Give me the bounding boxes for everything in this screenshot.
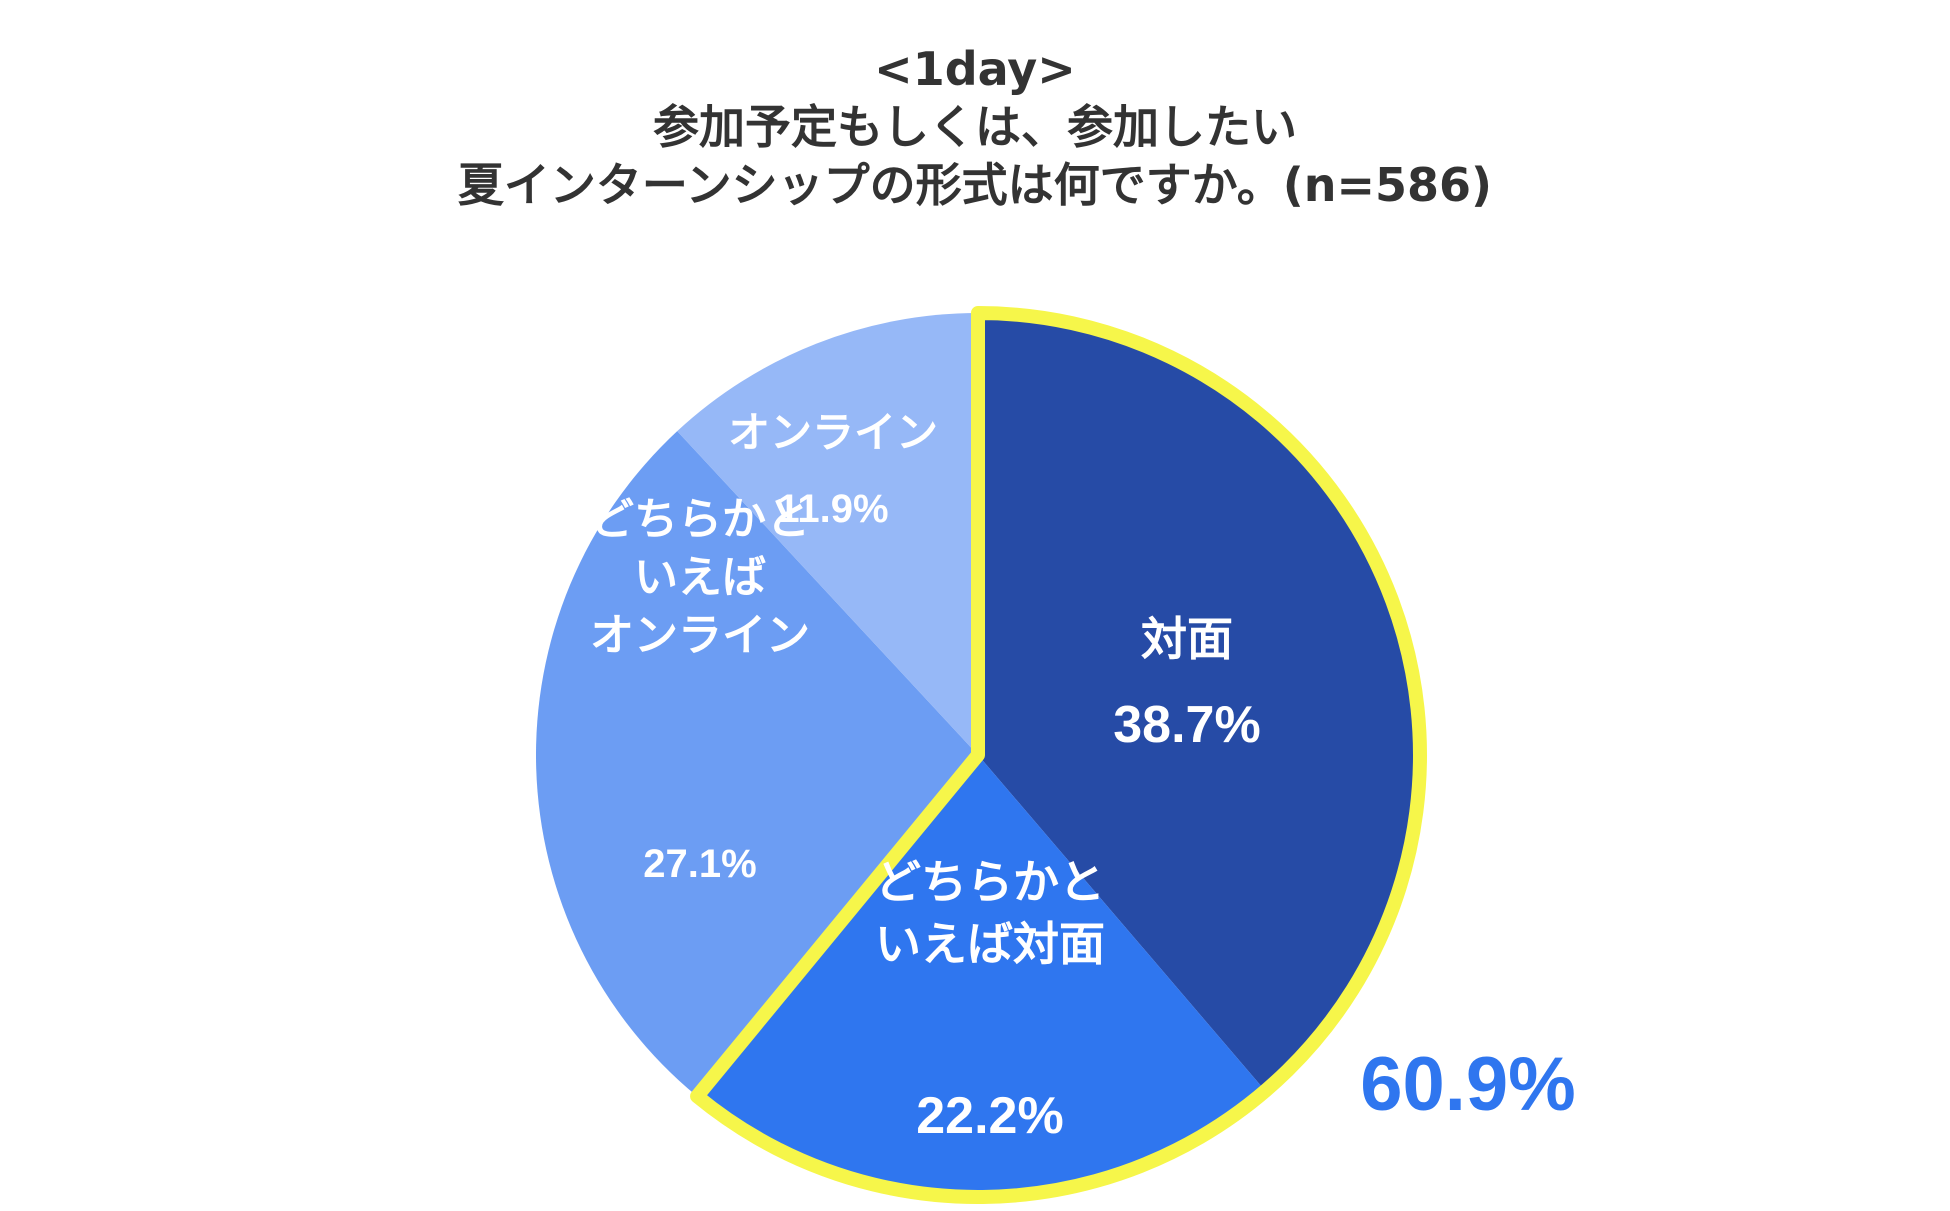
pie-slice-3 — [535, 431, 978, 1097]
chart-title: <1day> 参加予定もしくは、参加したい 夏インターンシップの形式は何ですか。… — [0, 40, 1950, 214]
chart-title-line1: <1day> — [874, 42, 1076, 96]
slice-label-1-line-1: 対面 — [1141, 612, 1233, 666]
pie-slice-2 — [697, 755, 1266, 1198]
chart-title-line2: 参加予定もしくは、参加したい — [653, 100, 1297, 154]
pie-slice-4 — [677, 313, 978, 755]
slice-label-group-1: 対面 38.7% — [1113, 612, 1260, 754]
slice-label-group-4: オンライン 11.9% — [728, 408, 938, 531]
slice-label-2-line-1: どちらかと — [875, 855, 1105, 909]
slice-label-2-line-2: いえば対面 — [875, 917, 1105, 971]
pie-slice-1 — [978, 313, 1421, 1091]
highlight-total: 60.9% — [1360, 1042, 1576, 1127]
highlight-outline — [690, 306, 1427, 1204]
slice-value-3: 27.1% — [643, 842, 756, 886]
slice-label-3-line-1: どちらかと — [590, 494, 810, 545]
slice-label-3-line-3: オンライン — [590, 610, 810, 661]
slice-value-4: 11.9% — [777, 487, 888, 531]
chart-title-line3: 夏インターンシップの形式は何ですか。(n=586) — [457, 158, 1493, 212]
slice-label-4-line-1: オンライン — [728, 408, 938, 457]
slice-value-2: 22.2% — [916, 1087, 1063, 1145]
slice-label-3-line-2: いえば — [634, 552, 766, 603]
slice-value-1: 38.7% — [1113, 696, 1260, 754]
